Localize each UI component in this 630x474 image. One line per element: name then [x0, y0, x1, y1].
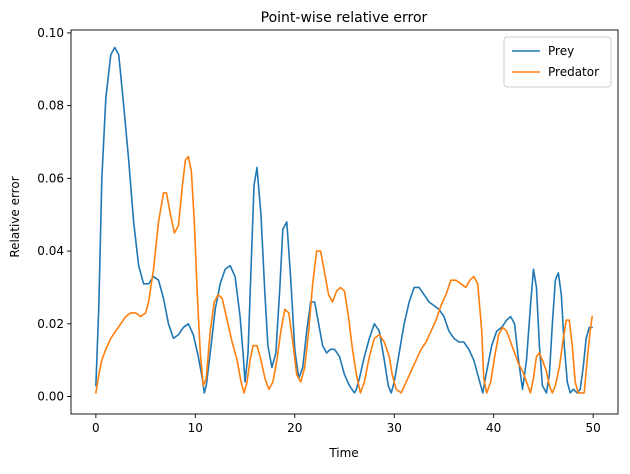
- legend-label-predator: Predator: [548, 65, 599, 79]
- axes-frame: [70, 29, 619, 415]
- axes: 0 10 20 30 40 50 0.00 0.02 0.04 0.06 0.08 0.10: [37, 26, 619, 435]
- y-tick-label: 0.02: [37, 317, 64, 331]
- x-axis-label: Time: [328, 446, 358, 460]
- y-tick-label: 0.06: [37, 171, 64, 185]
- y-axis-label: Relative error: [8, 176, 22, 257]
- y-tick-label: 0.04: [37, 244, 64, 258]
- x-tick-label: 10: [188, 421, 203, 435]
- x-tick-label: 50: [585, 421, 600, 435]
- x-tick-label: 0: [92, 421, 100, 435]
- x-tick-label: 30: [387, 421, 402, 435]
- series-line-predator: [95, 155, 593, 394]
- y-tick-label: 0.08: [37, 99, 64, 113]
- chart-title: Point-wise relative error: [261, 10, 428, 26]
- y-tick-label: 0.00: [37, 390, 64, 404]
- x-tick-label: 20: [287, 421, 302, 435]
- legend-box: [503, 36, 612, 88]
- legend: Prey Predator: [503, 36, 612, 88]
- y-tick-label: 0.10: [37, 26, 64, 40]
- plot-area: [95, 46, 593, 394]
- legend-label-prey: Prey: [548, 44, 574, 58]
- x-tick-label: 40: [486, 421, 501, 435]
- series-line-prey: [95, 46, 593, 394]
